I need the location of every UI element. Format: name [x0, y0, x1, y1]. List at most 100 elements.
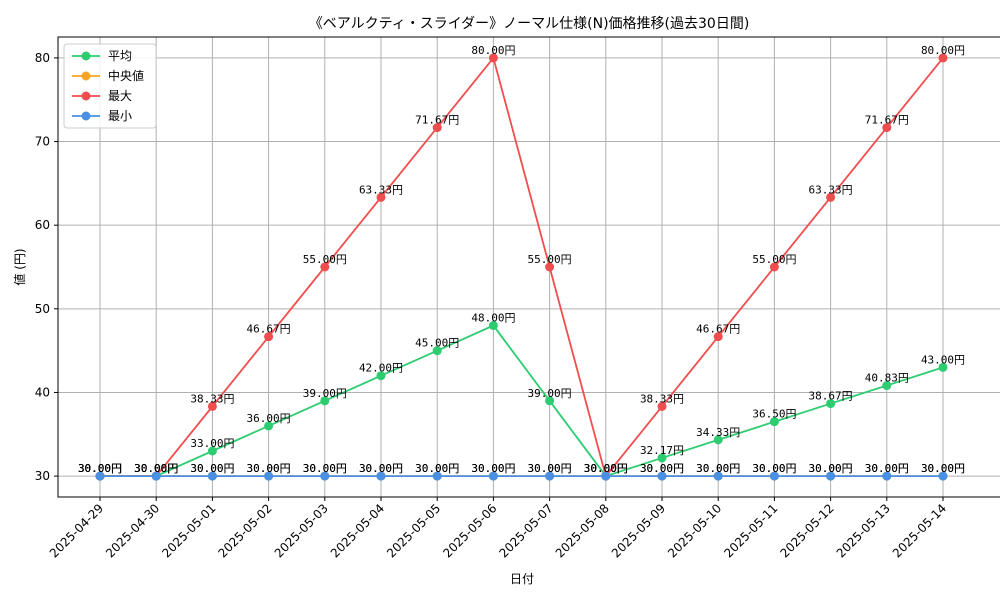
data-label: 30.00円 — [415, 462, 459, 475]
data-label: 30.00円 — [809, 462, 853, 475]
data-point — [938, 53, 948, 63]
data-label: 30.00円 — [528, 462, 572, 475]
legend-entry: 中央値 — [72, 68, 144, 83]
data-label: 45.00円 — [415, 337, 459, 350]
data-label: 30.00円 — [134, 462, 178, 475]
legend-marker — [81, 51, 91, 61]
data-label: 30.00円 — [471, 462, 515, 475]
data-point — [657, 453, 667, 463]
data-label: 30.00円 — [134, 462, 178, 475]
data-label: 80.00円 — [921, 44, 965, 57]
data-point — [882, 471, 892, 481]
data-point — [826, 399, 836, 409]
data-point — [432, 471, 442, 481]
x-tick-label: 2025-05-04 — [328, 501, 387, 560]
data-label: 30.00円 — [359, 462, 403, 475]
data-point — [713, 435, 723, 445]
data-label: 39.00円 — [528, 387, 572, 400]
data-label: 30.00円 — [696, 462, 740, 475]
x-axis: 2025-04-292025-04-302025-05-012025-05-02… — [47, 497, 949, 560]
data-label: 38.33円 — [190, 392, 234, 405]
data-point — [207, 401, 217, 411]
x-axis-title: 日付 — [510, 572, 534, 586]
data-label: 36.00円 — [247, 412, 291, 425]
x-tick-label: 2025-04-29 — [47, 501, 106, 560]
legend-label: 中央値 — [108, 68, 144, 83]
legend-marker — [81, 111, 91, 121]
series-line — [100, 324, 944, 478]
data-labels: 30.00円 30.00円 33.00円 36.00円 39.00円 42.00円 45.0… — [78, 44, 965, 475]
y-axis: 30 40 50 60 70 80 — [35, 51, 58, 483]
data-point — [320, 396, 330, 406]
data-label: 30.00円 — [190, 462, 234, 475]
y-axis-title: 値 (円) — [12, 248, 27, 285]
x-tick-label: 2025-05-14 — [890, 501, 949, 560]
data-label: 30.00円 — [134, 462, 178, 475]
data-point — [657, 471, 667, 481]
data-point — [882, 123, 892, 133]
data-label: 30.00円 — [303, 462, 347, 475]
x-tick-label: 2025-05-03 — [272, 501, 331, 560]
x-tick-label: 2025-05-11 — [721, 501, 780, 560]
data-label: 48.00円 — [471, 312, 515, 325]
data-label: 55.00円 — [528, 253, 572, 266]
grid — [58, 37, 1000, 497]
data-label: 30.00円 — [78, 462, 122, 475]
data-point — [432, 346, 442, 356]
data-label: 46.67円 — [696, 323, 740, 336]
data-label: 30.00円 — [809, 462, 853, 475]
data-label: 30.00円 — [415, 462, 459, 475]
data-label: 38.33円 — [640, 392, 684, 405]
x-tick-label: 2025-05-12 — [778, 501, 837, 560]
data-label: 32.17円 — [640, 444, 684, 457]
data-label: 30.00円 — [247, 462, 291, 475]
x-tick-label: 2025-04-30 — [103, 501, 162, 560]
data-label: 30.00円 — [78, 462, 122, 475]
y-tick-label: 80 — [35, 51, 50, 65]
data-point — [207, 471, 217, 481]
data-label: 30.00円 — [78, 462, 122, 475]
data-label: 55.00円 — [752, 253, 796, 266]
data-point — [264, 421, 274, 431]
data-point — [320, 471, 330, 481]
data-point — [769, 471, 779, 481]
legend-marker — [81, 91, 91, 101]
legend-label: 最小 — [108, 109, 132, 123]
x-tick-label: 2025-05-09 — [609, 501, 668, 560]
data-point — [488, 471, 498, 481]
data-point — [713, 332, 723, 342]
data-label: 30.00円 — [359, 462, 403, 475]
data-label: 30.00円 — [584, 462, 628, 475]
data-label: 30.00円 — [584, 462, 628, 475]
y-tick-label: 50 — [35, 302, 50, 316]
data-point — [601, 471, 611, 481]
data-point — [151, 471, 161, 481]
x-tick-label: 2025-05-10 — [665, 501, 724, 560]
data-label: 30.00円 — [471, 462, 515, 475]
data-point — [320, 262, 330, 272]
data-label: 30.00円 — [190, 462, 234, 475]
x-tick-label: 2025-05-08 — [553, 501, 612, 560]
data-point — [376, 192, 386, 202]
legend-entry: 最大 — [72, 89, 132, 103]
data-label: 30.00円 — [78, 462, 122, 475]
data-label: 43.00円 — [921, 353, 965, 366]
data-label: 30.00円 — [584, 462, 628, 475]
data-label: 33.00円 — [190, 437, 234, 450]
x-tick-label: 2025-05-01 — [159, 501, 218, 560]
data-label: 80.00円 — [471, 44, 515, 57]
legend-entry: 平均 — [72, 49, 132, 63]
data-label: 30.00円 — [584, 462, 628, 475]
data-point — [376, 371, 386, 381]
data-point — [769, 262, 779, 272]
data-point — [545, 262, 555, 272]
data-label: 30.00円 — [752, 462, 796, 475]
legend-entry: 最小 — [72, 109, 132, 123]
data-point — [264, 332, 274, 342]
data-point — [488, 53, 498, 63]
data-label: 71.67円 — [415, 114, 459, 127]
data-label: 30.00円 — [752, 462, 796, 475]
data-label: 30.00円 — [865, 462, 909, 475]
data-label: 46.67円 — [247, 323, 291, 336]
